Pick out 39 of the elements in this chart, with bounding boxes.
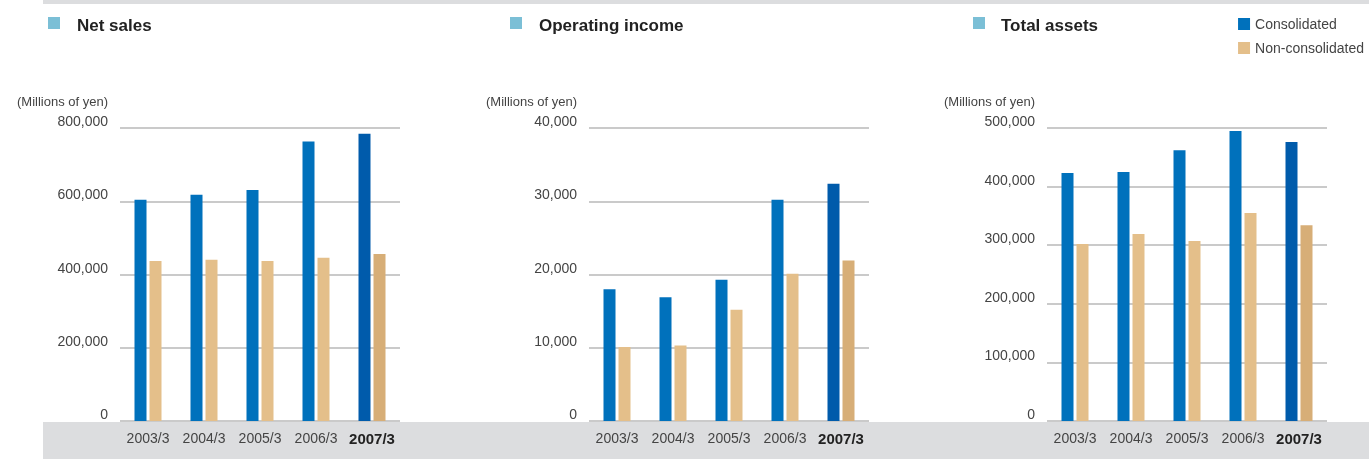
y-tick-label: 600,000	[57, 186, 109, 203]
y-tick-label: 0	[1027, 406, 1036, 422]
x-tick-label: 2007/3	[349, 430, 395, 447]
y-tick-label: 40,000	[534, 113, 578, 129]
x-tick-label: 2005/3	[1165, 430, 1209, 446]
y-tick-label: 200,000	[984, 288, 1036, 305]
y-tick-label: 100,000	[984, 347, 1036, 364]
x-tick-label: 2006/3	[763, 430, 807, 446]
x-tick-label: 2004/3	[651, 430, 695, 446]
y-tick-label: 800,000	[57, 113, 109, 129]
legend-label: Non-consolidated	[1255, 40, 1365, 56]
y-tick-label: 300,000	[984, 230, 1036, 247]
x-tick-label: 2007/3	[1276, 430, 1322, 447]
y-tick-label: 400,000	[57, 259, 109, 276]
y-tick-label: 500,000	[984, 113, 1036, 129]
y-axis-title: (Millions of yen)	[16, 94, 108, 109]
y-tick-label: 20,000	[534, 259, 578, 276]
y-tick-label: 400,000	[984, 171, 1036, 188]
y-axis-title: (Millions of yen)	[943, 94, 1035, 109]
y-axis-title: (Millions of yen)	[485, 94, 577, 109]
chart-title: Operating income	[539, 16, 684, 35]
x-tick-label: 2007/3	[818, 430, 864, 447]
y-tick-label: 10,000	[534, 332, 578, 349]
y-tick-label: 30,000	[534, 186, 578, 203]
x-tick-label: 2005/3	[707, 430, 751, 446]
x-tick-label: 2006/3	[294, 430, 338, 446]
x-tick-label: 2004/3	[1109, 430, 1153, 446]
x-tick-label: 2003/3	[1053, 430, 1097, 446]
y-tick-label: 0	[100, 406, 109, 422]
x-tick-label: 2003/3	[126, 430, 170, 446]
chart-title: Total assets	[1001, 16, 1099, 35]
x-tick-label: 2006/3	[1221, 430, 1265, 446]
x-tick-label: 2005/3	[238, 430, 282, 446]
x-tick-label: 2004/3	[182, 430, 226, 446]
x-tick-label: 2003/3	[595, 430, 639, 446]
legend-label: Consolidated	[1255, 16, 1337, 32]
y-tick-label: 200,000	[57, 332, 109, 349]
y-tick-label: 0	[569, 406, 578, 422]
chart-title: Net sales	[77, 16, 152, 35]
